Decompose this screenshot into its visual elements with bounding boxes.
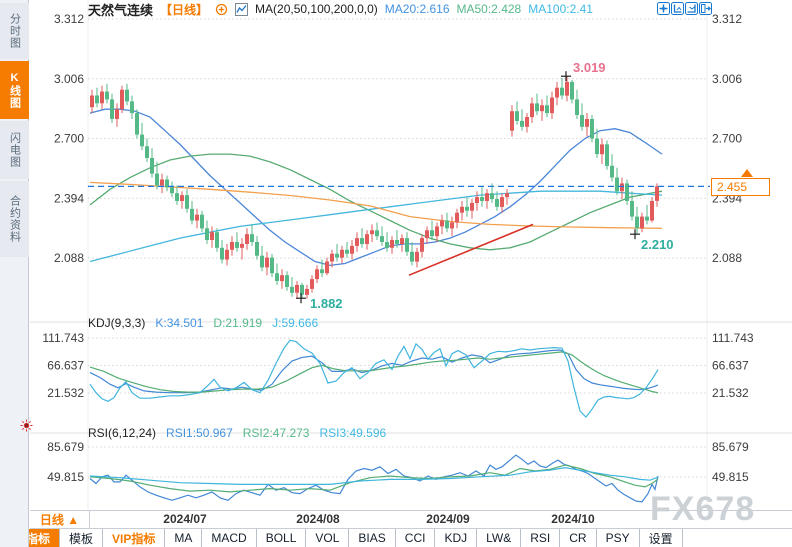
rsi1-value: RSI1:50.967 [166,426,233,440]
svg-text:21.532: 21.532 [47,386,84,400]
svg-text:2.088: 2.088 [54,251,84,265]
svg-text:2.210: 2.210 [641,237,674,252]
toolbar-item-设置[interactable]: 设置 [640,529,683,547]
rsi-label[interactable]: RSI(6,12,24) [88,426,157,440]
svg-text:1.882: 1.882 [310,296,343,311]
x-axis-label: 2024/09 [426,512,470,526]
svg-text:2.700: 2.700 [712,132,742,146]
chart-tool-icons [657,2,712,15]
svg-text:49.815: 49.815 [47,470,84,484]
kdj-header: KDJ(9,3,3) K:34.501 D:21.919 J:59.666 [88,316,318,330]
toolbar-item-LW&[interactable]: LW& [477,529,522,547]
svg-text:66.637: 66.637 [47,359,84,373]
rsi2-value: RSI2:47.273 [242,426,310,440]
sidebar: 分时图 K线图 闪电图 合约资料 [0,0,29,547]
x-axis-row: 日线 ▲ 2024/07 2024/08 2024/09 2024/10 [30,510,792,529]
current-price-tag: 2.455 [711,178,770,196]
svg-text:85.679: 85.679 [47,440,84,454]
x-axis-label: 2024/07 [163,512,207,526]
ma100-value: MA100:2.41 [528,2,593,16]
ma50-value: MA50:2.428 [456,2,522,16]
price-arrow-icon [741,169,753,177]
toolbar-item-CR[interactable]: CR [560,529,597,547]
kdj-k-value: K:34.501 [155,316,204,330]
toolbar-item-MA[interactable]: MA [165,529,203,547]
svg-text:21.532: 21.532 [712,386,749,400]
toolbar-item-VOL[interactable]: VOL [306,529,350,547]
svg-text:3.312: 3.312 [712,12,742,26]
kdj-d-value: D:21.919 [213,316,263,330]
svg-text:2.700: 2.700 [54,132,84,146]
svg-text:111.743: 111.743 [712,331,754,345]
svg-text:3.006: 3.006 [712,72,742,86]
chart-header: 天然气连续 【日线】 MA(20,50,100,200,0,0) MA20:2.… [88,1,593,18]
toolbar-item-VIP指标[interactable]: VIP指标 [103,529,166,547]
toolbar-item-BIAS[interactable]: BIAS [349,529,396,547]
toolbar-item-MACD[interactable]: MACD [202,529,257,547]
period-selector[interactable]: 日线 ▲ [30,511,90,528]
sidebar-tab-合约资料[interactable]: 合约资料 [0,181,29,257]
sidebar-tab-K线图[interactable]: K线图 [0,61,29,119]
x-axis-label: 2024/08 [296,512,340,526]
chart-type-icon[interactable] [235,2,249,16]
period-tag[interactable]: 【日线】 [160,2,209,17]
sun-icon[interactable] [20,419,33,437]
toolbar-item-KDJ[interactable]: KDJ [435,529,478,547]
svg-text:3.312: 3.312 [54,12,84,26]
indicator-toolbar: 指标 模板 VIP指标 MA MACD BOLL VOL BIAS CCI KDJ LW& RSI CR… [0,529,792,547]
toolbar-item-模板[interactable]: 模板 [60,529,104,547]
svg-text:2.394: 2.394 [54,191,84,205]
exit-fullscreen-icon[interactable] [699,2,712,15]
toolbar-item-RSI[interactable]: RSI [521,529,561,547]
toolbar-item-CCI[interactable]: CCI [396,529,436,547]
svg-text:66.637: 66.637 [712,359,749,373]
toolbar-item-PSY[interactable]: PSY [597,529,640,547]
rsi-header: RSI(6,12,24) RSI1:50.967 RSI2:47.273 RSI… [88,426,386,440]
svg-text:49.815: 49.815 [712,470,749,484]
sidebar-tab-分时图[interactable]: 分时图 [0,3,29,59]
svg-text:85.679: 85.679 [712,440,749,454]
symbol-title: 天然气连续 [88,2,154,18]
axis-scale-right-icon[interactable] [685,2,698,15]
kdj-label[interactable]: KDJ(9,3,3) [88,316,146,330]
svg-text:2.088: 2.088 [712,251,742,265]
ma20-value: MA20:2.616 [384,2,450,16]
toolbar-item-BOLL[interactable]: BOLL [257,529,307,547]
ma-formula[interactable]: MA(20,50,100,200,0,0) [255,2,378,16]
x-axis-label: 2024/10 [551,512,595,526]
svg-text:3.006: 3.006 [54,72,84,86]
svg-text:3.019: 3.019 [573,60,606,75]
sidebar-tab-闪电图[interactable]: 闪电图 [0,121,29,179]
rsi3-value: RSI3:49.596 [319,426,387,440]
pan-tool-icon[interactable] [657,2,670,15]
kdj-j-value: J:59.666 [272,316,319,330]
axis-scale-left-icon[interactable] [671,2,684,15]
add-indicator-icon[interactable] [215,3,228,16]
svg-text:111.743: 111.743 [42,331,84,345]
